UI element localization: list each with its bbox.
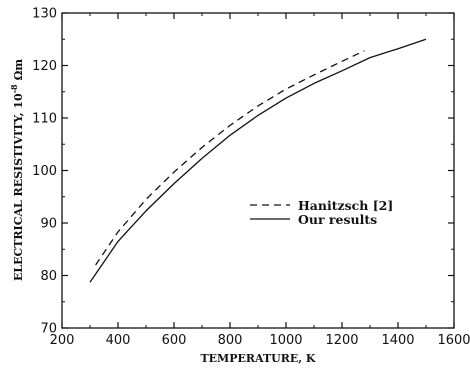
- legend-label-our-results: Our results: [298, 212, 377, 227]
- y-axis-title-exponent: -8: [9, 84, 19, 93]
- y-tick-label: 80: [40, 269, 57, 284]
- x-axis-title: TEMPERATURE, K: [200, 352, 315, 365]
- axis-ticks: [61, 12, 455, 329]
- x-tick-label: 600: [162, 333, 187, 348]
- y-tick-label: 70: [40, 322, 57, 337]
- legend: Hanitzsch [2] Our results: [250, 198, 393, 227]
- tick-labels: 200 400 600 800 1000 1200 1400 1600 70 80 90 100 110…: [32, 7, 470, 349]
- series-line-our-results: [89, 38, 427, 283]
- y-axis-title: ELECTRICAL RESISTIVITY, 10-8 Ωm: [9, 59, 25, 281]
- y-tick-label: 100: [32, 164, 57, 179]
- y-axis-title-main: ELECTRICAL RESISTIVITY, 10: [12, 93, 25, 281]
- x-tick-label: 1400: [381, 333, 414, 348]
- y-axis-title-unit: Ωm: [12, 59, 25, 81]
- legend-label-hanitzsch: Hanitzsch [2]: [298, 198, 393, 213]
- plot-frame: [61, 12, 455, 329]
- y-tick-label: 120: [32, 59, 57, 74]
- y-tick-label: 90: [40, 217, 57, 232]
- series-lines: [89, 38, 427, 283]
- y-tick-label: 130: [32, 7, 57, 22]
- x-tick-label: 1000: [269, 333, 302, 348]
- x-tick-label: 1600: [437, 333, 470, 348]
- y-tick-label: 110: [32, 112, 57, 127]
- x-tick-label: 800: [218, 333, 243, 348]
- x-tick-label: 400: [106, 333, 131, 348]
- x-tick-label: 200: [50, 333, 75, 348]
- x-tick-label: 1200: [325, 333, 358, 348]
- series-line-hanitzsch-2: [95, 50, 365, 266]
